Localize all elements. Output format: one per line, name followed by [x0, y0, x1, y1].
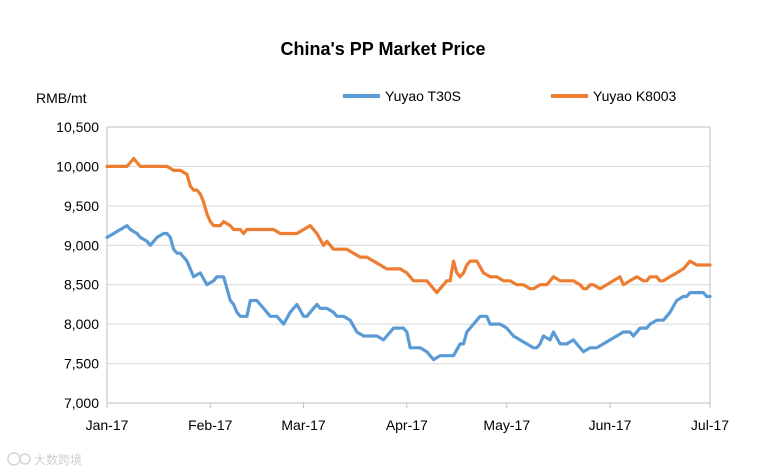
- x-tick-label: Mar-17: [281, 417, 326, 433]
- x-tick-label: Jan-17: [86, 417, 129, 433]
- x-tick-label: Feb-17: [188, 417, 233, 433]
- watermark: 大数跨境: [7, 452, 82, 467]
- legend: Yuyao T30S Yuyao K8003: [343, 88, 677, 104]
- legend-label-yuyao-k8003: Yuyao K8003: [593, 88, 677, 104]
- x-tick-label: Jul-17: [691, 417, 729, 433]
- y-tick-label: 10,500: [56, 119, 99, 135]
- series-lines: [105, 156, 712, 362]
- x-axis-ticks: Jan-17 Feb-17 Mar-17 Apr-17 May-17 Jun-17 Jul-…: [86, 403, 729, 433]
- y-tick-label: 8,500: [64, 277, 99, 293]
- sun-logo-icon: [7, 452, 31, 466]
- series-line-yuyao-t30s: [105, 224, 712, 362]
- y-tick-label: 10,000: [56, 158, 99, 174]
- series-line-yuyao-k8003: [105, 156, 712, 295]
- x-tick-label: Apr-17: [386, 417, 428, 433]
- y-tick-label: 8,000: [64, 316, 99, 332]
- y-tick-label: 7,500: [64, 356, 99, 372]
- x-tick-label: May-17: [483, 417, 530, 433]
- plot-area-frame: [106, 126, 711, 404]
- chart-title: China's PP Market Price: [280, 39, 485, 59]
- y-tick-label: 9,000: [64, 237, 99, 253]
- watermark-text: 大数跨境: [34, 452, 82, 467]
- y-tick-label: 7,000: [64, 395, 99, 411]
- y-axis-unit-label: RMB/mt: [36, 90, 87, 106]
- legend-label-yuyao-t30s: Yuyao T30S: [385, 88, 461, 104]
- y-axis-ticks: 7,000 7,500 8,000 8,500 9,000 9,500 10,000 10,5…: [56, 119, 99, 411]
- gridlines: [107, 126, 710, 404]
- x-tick-label: Jun-17: [589, 417, 632, 433]
- y-tick-label: 9,500: [64, 198, 99, 214]
